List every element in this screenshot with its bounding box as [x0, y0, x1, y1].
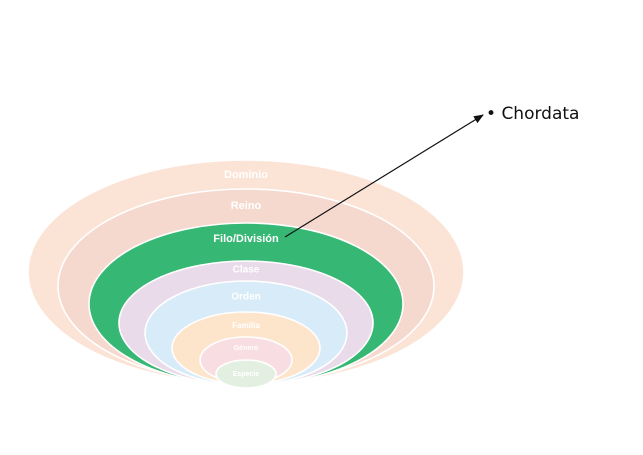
level-label-familia: Familia: [232, 321, 260, 330]
bullet-glyph: •: [486, 104, 497, 124]
level-label-especie: Especie: [233, 371, 260, 378]
level-label-reino: Reino: [231, 200, 262, 212]
level-label-orden: Orden: [231, 292, 260, 303]
level-label-clase: Clase: [233, 265, 260, 276]
annotation-text: Chordata: [501, 104, 580, 124]
level-label-genero: Género: [234, 345, 259, 352]
annotation-label: • Chordata: [486, 104, 579, 124]
level-label-dominio: Dominio: [224, 169, 268, 181]
pointer-arrow: [284, 114, 484, 238]
level-label-filo-division: Filo/División: [213, 233, 279, 245]
level-ellipse-especie: [215, 359, 277, 389]
